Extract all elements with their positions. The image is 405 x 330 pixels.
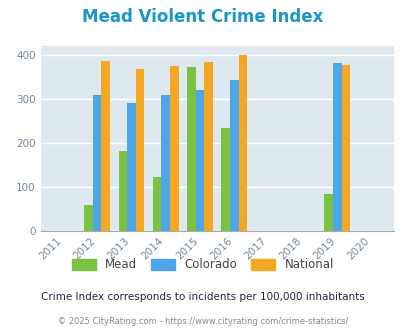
Bar <box>324 194 332 231</box>
Bar <box>170 66 178 231</box>
Bar <box>332 63 341 231</box>
Bar <box>341 65 349 231</box>
Bar <box>84 205 93 231</box>
Bar <box>230 80 238 231</box>
Text: Crime Index corresponds to incidents per 100,000 inhabitants: Crime Index corresponds to incidents per… <box>41 292 364 302</box>
Bar <box>221 128 230 231</box>
Bar <box>127 103 135 231</box>
Bar <box>238 55 247 231</box>
Bar <box>187 67 195 231</box>
Bar <box>204 62 212 231</box>
Legend: Mead, Colorado, National: Mead, Colorado, National <box>72 258 333 271</box>
Text: Mead Violent Crime Index: Mead Violent Crime Index <box>82 8 323 26</box>
Bar <box>118 151 127 231</box>
Bar <box>195 90 204 231</box>
Text: © 2025 CityRating.com - https://www.cityrating.com/crime-statistics/: © 2025 CityRating.com - https://www.city… <box>58 317 347 326</box>
Bar <box>153 177 161 231</box>
Bar <box>93 95 101 231</box>
Bar <box>135 69 144 231</box>
Bar <box>161 95 170 231</box>
Bar <box>101 61 110 231</box>
